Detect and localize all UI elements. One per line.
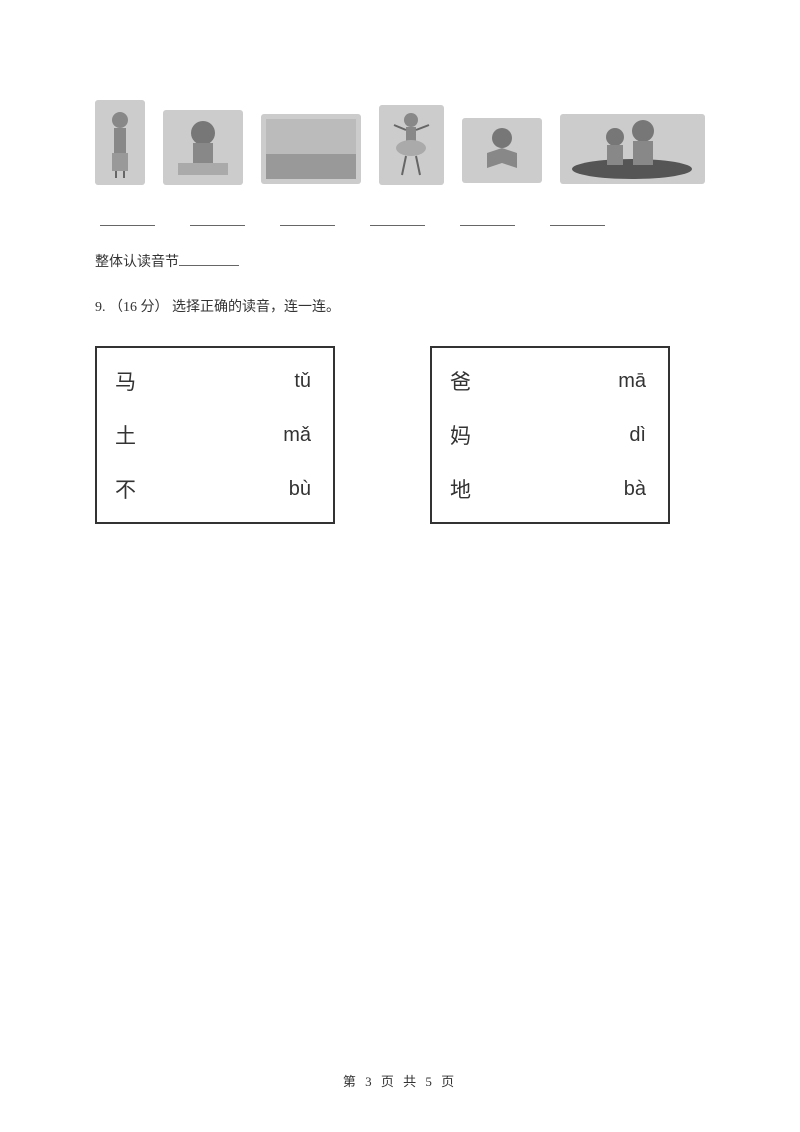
blank-5 [460, 210, 515, 226]
match-row: 不 bù [115, 474, 311, 504]
images-row [95, 100, 705, 185]
blank-3 [280, 210, 335, 226]
page-footer: 第 3 页 共 5 页 [0, 1071, 800, 1090]
matching-boxes: 马 tǔ 土 mǎ 不 bù 爸 mā 妈 dì 地 bà [95, 346, 705, 524]
match-box-2: 爸 mā 妈 dì 地 bà [430, 346, 670, 524]
match-row: 马 tǔ [115, 366, 311, 396]
char-ma2: 妈 [450, 420, 471, 450]
blank-4 [370, 210, 425, 226]
match-row: 土 mǎ [115, 420, 311, 450]
syllable-label: 整体认读音节 [95, 255, 179, 270]
pinyin-ma: mǎ [283, 424, 311, 447]
match-row: 爸 mā [450, 366, 646, 396]
pinyin-bu: bù [289, 478, 311, 501]
match-box-1: 马 tǔ 土 mǎ 不 bù [95, 346, 335, 524]
match-row: 地 bà [450, 474, 646, 504]
image-reading-book [462, 118, 542, 183]
image-fishing-scene [261, 114, 361, 184]
pinyin-tu: tǔ [294, 370, 311, 393]
image-mother-child-sitting [560, 114, 705, 184]
pinyin-ma2: mā [618, 370, 646, 393]
match-row: 妈 dì [450, 420, 646, 450]
char-di: 地 [450, 474, 471, 504]
char-bu: 不 [115, 474, 136, 504]
question-9: 9. （16 分） 选择正确的读音，连一连。 [95, 296, 705, 316]
image-girl-standing [95, 100, 145, 185]
question-points: （16 分） [109, 300, 169, 315]
char-ba: 爸 [450, 366, 471, 396]
image-ballet-girl [379, 105, 444, 185]
image-boy-writing [163, 110, 243, 185]
blank-2 [190, 210, 245, 226]
question-text: 选择正确的读音，连一连。 [172, 300, 340, 315]
char-ma: 马 [115, 366, 136, 396]
page-number: 第 3 页 共 5 页 [343, 1074, 457, 1089]
question-number: 9. [95, 300, 106, 315]
blanks-row [95, 210, 705, 226]
blank-6 [550, 210, 605, 226]
blank-1 [100, 210, 155, 226]
pinyin-di: dì [629, 424, 646, 447]
char-tu: 土 [115, 420, 136, 450]
pinyin-ba: bà [624, 478, 646, 501]
syllable-text-line: 整体认读音节 [95, 251, 705, 271]
syllable-blank [179, 252, 239, 266]
